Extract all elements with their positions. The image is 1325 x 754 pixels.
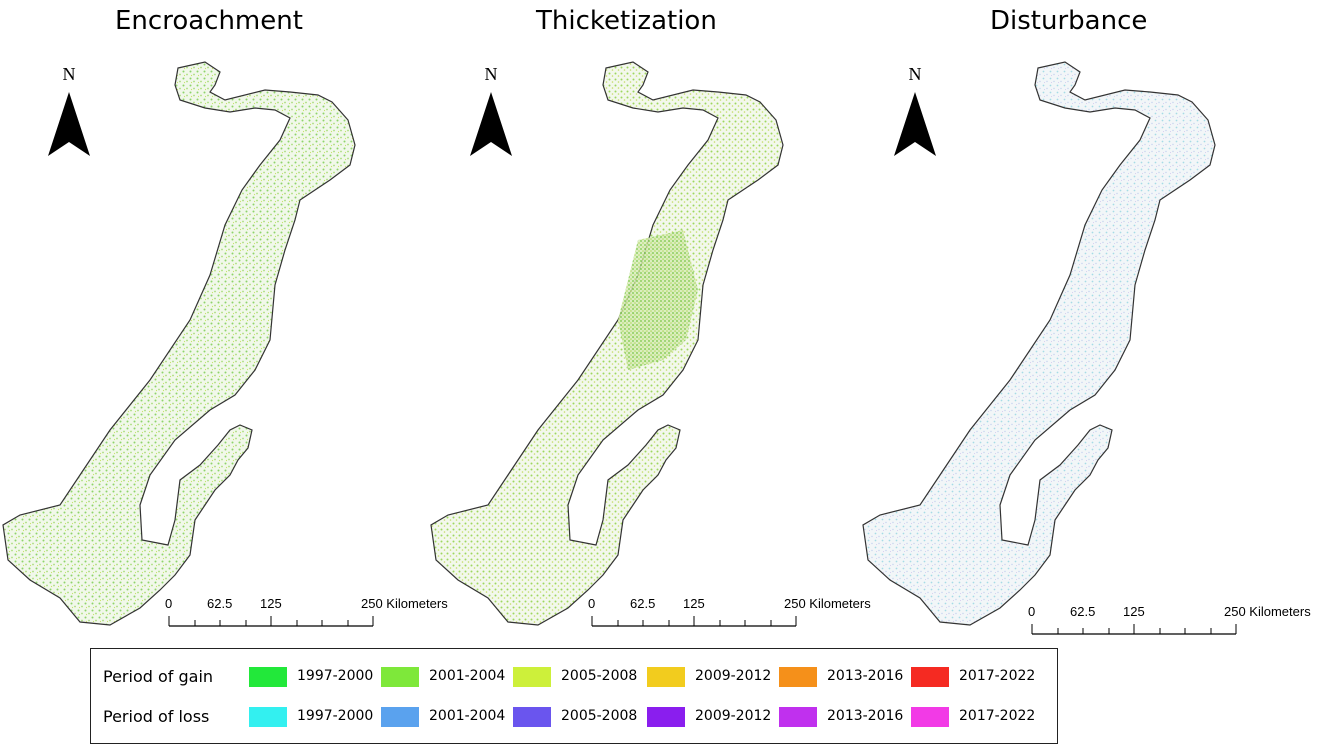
legend-row-loss: Period of loss 1997-2000 2001-2004 2005-… bbox=[91, 705, 1057, 729]
legend-swatch bbox=[647, 707, 685, 727]
north-arrow: N bbox=[892, 64, 938, 160]
scale-tick-label: 0 bbox=[1028, 604, 1036, 619]
legend-swatch-label: 2001-2004 bbox=[429, 708, 506, 724]
north-label: N bbox=[62, 64, 76, 84]
panel-title: Thicketization bbox=[536, 6, 717, 36]
legend-swatch bbox=[249, 707, 287, 727]
legend-row-gain: Period of gain 1997-2000 2001-2004 2005-… bbox=[91, 665, 1057, 689]
legend-swatch-label: 2017-2022 bbox=[959, 668, 1036, 684]
scale-tick-label: 62.5 bbox=[630, 596, 656, 611]
legend-swatch bbox=[911, 667, 949, 687]
legend-swatch-label: 2009-2012 bbox=[695, 668, 772, 684]
north-arrow-icon bbox=[470, 92, 512, 156]
dense-thicket-zone bbox=[618, 230, 698, 370]
legend-swatch-label: 1997-2000 bbox=[297, 708, 374, 724]
map-panel-encroachment: Encroachment N 0 62.5 125 250 Kilometers bbox=[0, 0, 448, 640]
scale-tick-label: 62.5 bbox=[207, 596, 233, 611]
region-map bbox=[862, 61, 1216, 626]
scale-bar-graphic bbox=[591, 616, 797, 627]
scale-tick-label: 250 Kilometers bbox=[1224, 604, 1311, 619]
map-panel-thicketization: Thicketization N 0 62.5 125 250 Kilomete… bbox=[428, 0, 871, 640]
scale-tick-label: 125 bbox=[683, 596, 705, 611]
legend-swatch bbox=[779, 667, 817, 687]
north-arrow-icon bbox=[48, 92, 90, 156]
region-map bbox=[430, 61, 784, 626]
legend-swatch bbox=[249, 667, 287, 687]
scale-tick-label: 250 Kilometers bbox=[784, 596, 871, 611]
scale-bar: 0 62.5 125 250 Kilometers bbox=[588, 596, 871, 636]
north-label: N bbox=[484, 64, 498, 84]
scale-tick-label: 250 Kilometers bbox=[361, 596, 448, 611]
legend-swatch-label: 2013-2016 bbox=[827, 668, 904, 684]
region-outline bbox=[430, 61, 784, 626]
legend-swatch bbox=[513, 707, 551, 727]
legend-swatch-label: 2009-2012 bbox=[695, 708, 772, 724]
panel-title: Encroachment bbox=[115, 6, 303, 36]
north-label: N bbox=[908, 64, 922, 84]
scale-bar-graphic bbox=[1031, 624, 1237, 635]
legend-swatch-label: 1997-2000 bbox=[297, 668, 374, 684]
legend-swatch bbox=[647, 667, 685, 687]
scale-tick-label: 0 bbox=[588, 596, 596, 611]
scale-tick-label: 125 bbox=[260, 596, 282, 611]
north-arrow: N bbox=[46, 64, 92, 160]
legend-swatch-label: 2013-2016 bbox=[827, 708, 904, 724]
region-map bbox=[2, 61, 356, 626]
legend-swatch bbox=[381, 667, 419, 687]
scale-bar: 0 62.5 125 250 Kilometers bbox=[1028, 604, 1311, 644]
legend-swatch bbox=[779, 707, 817, 727]
scale-bar-graphic bbox=[168, 616, 374, 627]
legend-swatch-label: 2005-2008 bbox=[561, 668, 638, 684]
legend-row-label: Period of loss bbox=[103, 707, 210, 726]
scale-bar: 0 62.5 125 250 Kilometers bbox=[165, 596, 448, 636]
scale-tick-label: 125 bbox=[1123, 604, 1145, 619]
legend-swatch bbox=[381, 707, 419, 727]
legend: Period of gain 1997-2000 2001-2004 2005-… bbox=[90, 648, 1058, 744]
scale-tick-label: 0 bbox=[165, 596, 173, 611]
legend-swatch bbox=[911, 707, 949, 727]
region-outline bbox=[862, 61, 1216, 626]
legend-swatch-label: 2005-2008 bbox=[561, 708, 638, 724]
north-arrow-icon bbox=[894, 92, 936, 156]
legend-row-label: Period of gain bbox=[103, 667, 214, 686]
scale-tick-label: 62.5 bbox=[1070, 604, 1096, 619]
region-outline bbox=[2, 61, 356, 626]
panel-title: Disturbance bbox=[990, 6, 1148, 36]
legend-swatch bbox=[513, 667, 551, 687]
map-panel-disturbance: Disturbance N 0 62.5 125 250 Kilometers bbox=[860, 0, 1311, 640]
legend-swatch-label: 2001-2004 bbox=[429, 668, 506, 684]
legend-swatch-label: 2017-2022 bbox=[959, 708, 1036, 724]
north-arrow: N bbox=[468, 64, 514, 160]
